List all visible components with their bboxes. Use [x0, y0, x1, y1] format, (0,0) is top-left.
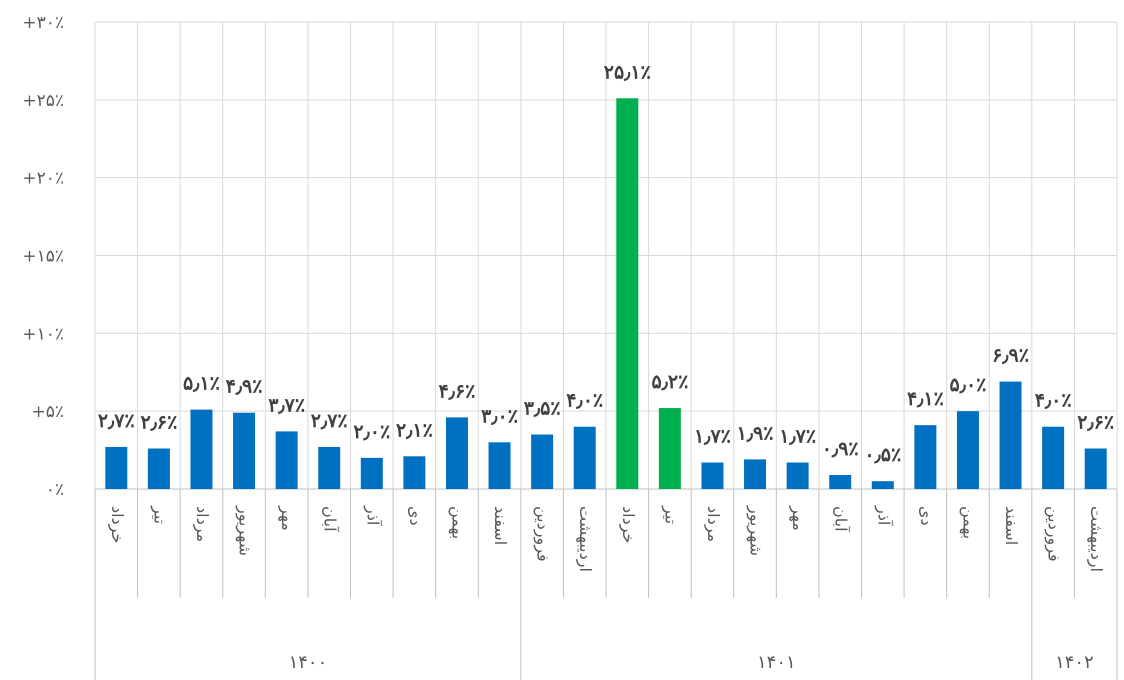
category-label: شهریور — [235, 505, 255, 556]
category-label: مهر — [277, 505, 297, 531]
bar — [360, 457, 383, 489]
category-label: شهریور — [746, 505, 766, 556]
bar — [956, 411, 979, 489]
data-label: ۱٫۷٪ — [694, 426, 731, 448]
group-label: ۱۴۰۲ — [1055, 652, 1094, 673]
category-label: تیر — [660, 505, 680, 524]
y-tick-label: +۱۵٪ — [22, 247, 64, 267]
bar — [786, 462, 809, 489]
y-tick-label: +۲۰٪ — [22, 169, 64, 189]
bar — [445, 417, 468, 489]
data-label: ۵٫۲٪ — [651, 371, 688, 393]
data-label: ۳٫۷٪ — [268, 394, 305, 416]
data-label: ۴٫۱٪ — [907, 388, 944, 410]
group-label: ۱۴۰۱ — [757, 652, 796, 673]
data-label: ۴٫۰٪ — [1035, 390, 1072, 412]
y-tick-label: +۲۵٪ — [22, 91, 64, 111]
y-tick-label: +۵٪ — [31, 402, 64, 422]
bar — [616, 98, 639, 489]
bar — [275, 431, 298, 489]
data-label: ۵٫۰٪ — [950, 374, 987, 396]
data-label: ۲٫۷٪ — [311, 410, 348, 432]
data-label: ۲٫۱٪ — [396, 419, 433, 441]
bar — [829, 474, 852, 489]
bar — [914, 425, 937, 489]
data-label: ۰٫۵٪ — [864, 444, 901, 466]
bar — [573, 426, 596, 489]
data-label: ۰٫۹٪ — [822, 438, 859, 460]
data-label: ۳٫۰٪ — [481, 405, 518, 427]
bar — [318, 446, 341, 489]
bar — [744, 459, 767, 489]
bar — [488, 442, 511, 489]
category-label: فروردین — [533, 506, 553, 562]
category-label: آذر — [362, 505, 382, 527]
bar — [105, 446, 128, 489]
bar — [403, 456, 426, 489]
category-label: اردیبهشت — [1086, 506, 1106, 572]
data-label: ۴٫۰٪ — [566, 390, 603, 412]
data-label: ۴٫۹٪ — [226, 376, 263, 398]
category-label: خرداد — [107, 506, 127, 543]
bar — [701, 462, 724, 489]
bar — [531, 434, 554, 489]
category-label: اسفند — [491, 506, 510, 545]
bar — [190, 409, 213, 489]
y-tick-label: +۱۰٪ — [22, 324, 64, 344]
category-label: دی — [406, 506, 425, 526]
category-label: اسفند — [1002, 506, 1021, 545]
bar — [871, 481, 894, 489]
data-label: ۲۵٫۱٪ — [604, 61, 651, 83]
category-label: فروردین — [1044, 506, 1064, 562]
y-tick-label: ۰٪ — [46, 480, 64, 500]
bar — [999, 381, 1022, 489]
group-label: ۱۴۰۰ — [289, 652, 328, 673]
data-label: ۲٫۰٪ — [353, 421, 390, 443]
bar — [1084, 448, 1107, 489]
bar — [1042, 426, 1065, 489]
bar — [147, 448, 170, 489]
bar — [233, 412, 256, 489]
data-label: ۶٫۹٪ — [992, 345, 1029, 367]
category-label: بهمن — [958, 506, 978, 539]
category-label: اردیبهشت — [575, 506, 595, 572]
data-label: ۵٫۱٪ — [183, 373, 220, 395]
data-label: ۱٫۷٪ — [779, 426, 816, 448]
category-label: مهر — [788, 505, 808, 531]
data-label: ۴٫۶٪ — [439, 380, 476, 402]
y-tick-label: +۳۰٪ — [22, 13, 64, 33]
category-label: دی — [917, 506, 936, 526]
category-label: تیر — [149, 505, 169, 524]
data-label: ۲٫۶٪ — [140, 412, 177, 434]
category-label: آذر — [873, 505, 893, 527]
category-label: آبان — [321, 506, 340, 533]
category-label: بهمن — [447, 506, 467, 539]
category-label: مرداد — [192, 506, 212, 542]
data-label: ۲٫۶٪ — [1077, 412, 1114, 434]
bar — [658, 408, 681, 489]
data-label: ۱٫۹٪ — [737, 422, 774, 444]
data-label: ۳٫۵٪ — [524, 398, 561, 420]
category-label: خرداد — [618, 506, 638, 543]
category-label: مرداد — [703, 506, 723, 542]
category-label: آبان — [832, 506, 851, 533]
data-label: ۲٫۷٪ — [98, 410, 135, 432]
